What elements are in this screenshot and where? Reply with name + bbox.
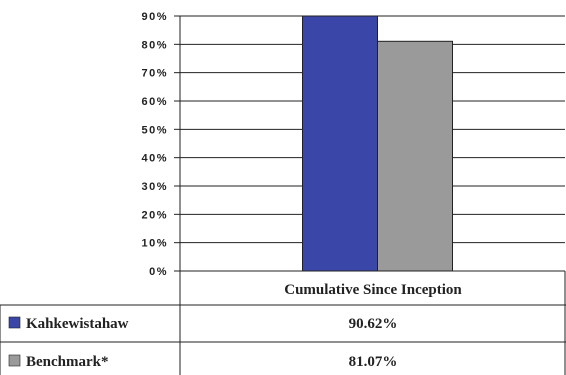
legend-label-kahkewistahaw: Kahkewistahaw: [26, 316, 129, 332]
y-tick-label: 90%: [141, 11, 168, 23]
y-tick-label: 30%: [141, 181, 168, 193]
data-label-kahkewistahaw: 90.62%: [349, 316, 398, 332]
y-tick-label: 80%: [141, 39, 168, 51]
y-tick-label: 50%: [141, 124, 168, 136]
legend-label-benchmark: Benchmark*: [26, 354, 109, 370]
legend-swatch-kahkewistahaw: [8, 316, 21, 329]
y-axis-ticks: 0% 10% 20% 30% 40% 50% 60% 70% 80% 90%: [141, 11, 180, 278]
bar-benchmark: [377, 40, 453, 272]
y-tick-label: 10%: [141, 238, 168, 250]
data-label-benchmark: 81.07%: [349, 354, 398, 370]
y-tick-label: 60%: [141, 96, 168, 108]
legend-swatch-benchmark: [8, 354, 21, 367]
category-label: Cumulative Since Inception: [284, 282, 462, 298]
bars: [302, 15, 453, 272]
y-tick-label: 0%: [149, 266, 168, 278]
y-tick-label: 40%: [141, 153, 168, 165]
y-tick-label: 70%: [141, 68, 168, 80]
data-table: Cumulative Since Inception Kahkewistahaw…: [0, 271, 566, 375]
bar-kahkewistahaw: [302, 15, 378, 272]
y-tick-label: 20%: [141, 209, 168, 221]
